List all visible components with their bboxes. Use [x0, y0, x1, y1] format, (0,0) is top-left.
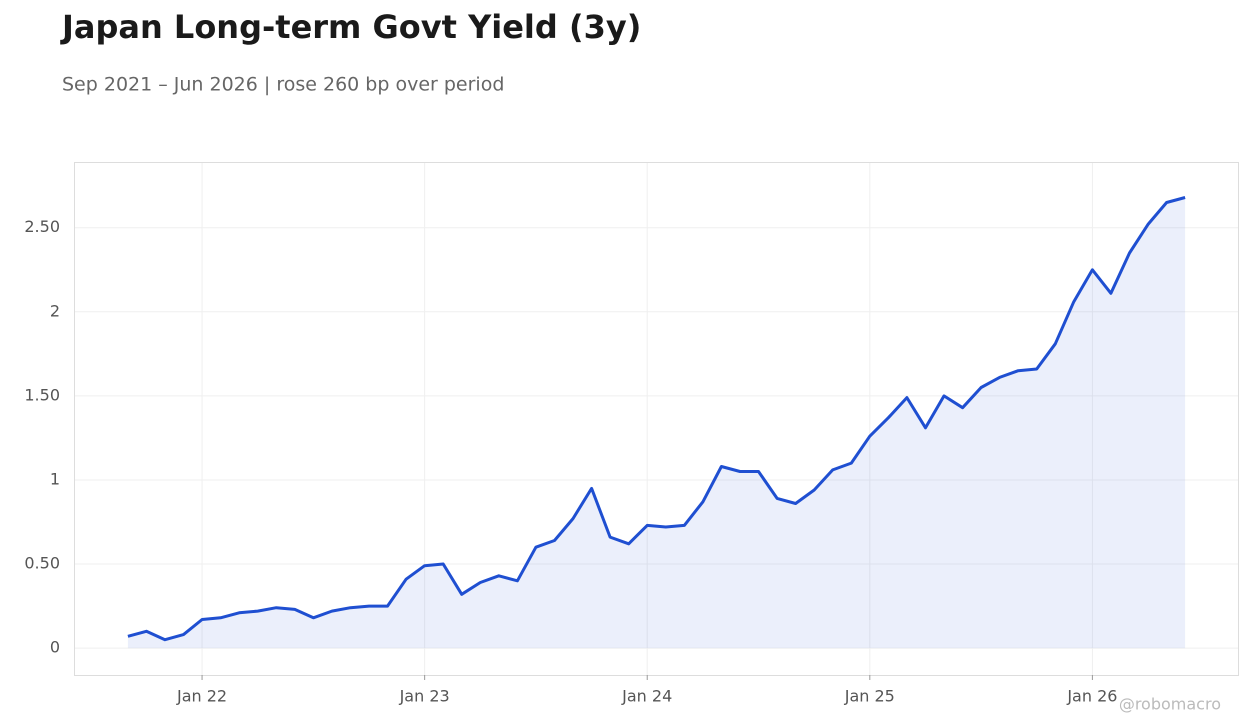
area	[127, 197, 1186, 649]
grid	[75, 163, 1238, 675]
y-tick-label: 1.50	[24, 385, 60, 404]
chart-title: Japan Long-term Govt Yield (3y)	[60, 8, 641, 46]
y-tick-label: 2	[50, 301, 60, 320]
x-tick-label: Jan 23	[399, 687, 450, 706]
y-tick-label: 2.50	[24, 217, 60, 236]
chart-subtitle: Sep 2021 – Jun 2026 | rose 260 bp over p…	[62, 74, 504, 96]
x-tick-label: Jan 25	[844, 687, 895, 706]
y-tick-label: 0	[50, 638, 60, 657]
x-tick-label: Jan 22	[176, 687, 227, 706]
plot-frame	[74, 162, 1239, 676]
x-tick-label: Jan 24	[621, 687, 672, 706]
y-tick-label: 1	[50, 469, 60, 488]
x-tick-label: Jan 26	[1066, 687, 1117, 706]
watermark: @robomacro	[1119, 695, 1221, 714]
y-tick-label: 0.50	[24, 554, 60, 573]
line	[127, 196, 1186, 642]
